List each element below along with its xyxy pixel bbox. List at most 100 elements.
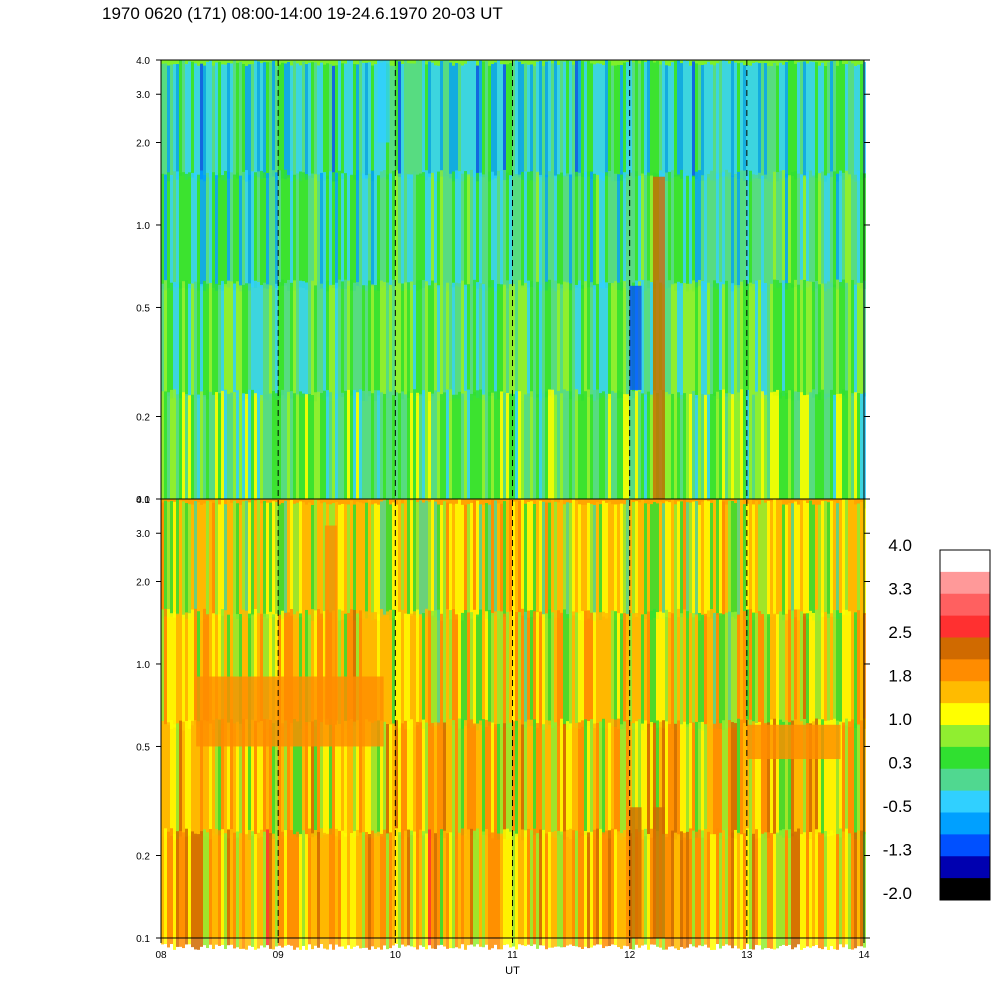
spectrogram-cell — [356, 64, 359, 181]
spectrogram-cell — [323, 611, 326, 727]
spectrogram-cell — [443, 722, 446, 839]
spectrogram-cell — [854, 65, 857, 182]
spectrogram-cell — [560, 393, 563, 510]
spectrogram-cell — [473, 500, 476, 617]
spectrogram-cell — [422, 60, 425, 176]
spectrogram-cell — [545, 391, 548, 508]
spectrogram-cell — [476, 390, 479, 507]
spectrogram-cell — [797, 723, 800, 840]
spectrogram-cell — [266, 284, 269, 401]
spectrogram-cell — [230, 829, 233, 945]
spectrogram-cell — [296, 173, 299, 290]
spectrogram-cell — [686, 60, 689, 177]
spectrogram-cell — [191, 394, 194, 511]
spectrogram-cell — [836, 65, 839, 182]
spectrogram-cell — [335, 172, 338, 289]
spectrogram-cell — [860, 720, 863, 837]
spectrogram-cell — [470, 169, 473, 286]
spectrogram-cell — [347, 170, 350, 286]
spectrogram-cell — [836, 279, 839, 396]
spectrogram-cell — [251, 280, 254, 396]
spectrogram-cell — [557, 174, 560, 291]
spectrogram-cell — [857, 170, 860, 287]
spectrogram-cell — [350, 609, 353, 725]
spectrogram-cell — [686, 831, 689, 948]
spectrogram-cell — [527, 393, 530, 510]
spectrogram-cell — [623, 172, 626, 288]
spectrogram-cell — [548, 279, 551, 396]
spectrogram-cell — [389, 724, 392, 841]
spectrogram-cell — [227, 280, 230, 397]
spectrogram-cell — [455, 170, 458, 287]
spectrogram-cell — [593, 612, 596, 729]
spectrogram-cell — [332, 65, 335, 182]
spectrogram-cell — [572, 394, 575, 511]
spectrogram-cell — [578, 280, 581, 397]
spectrogram-cell — [446, 60, 449, 176]
spectrogram-cell — [818, 614, 821, 731]
spectrogram-cell — [290, 65, 293, 182]
spectrogram-cell — [845, 390, 848, 507]
spectrogram-cell — [425, 608, 428, 725]
spectrogram-cell — [179, 392, 182, 509]
spectrogram-cell — [731, 175, 734, 292]
spectrogram-feature — [196, 676, 384, 747]
spectrogram-cell — [413, 831, 416, 948]
spectrogram-cell — [680, 831, 683, 948]
spectrogram-cell — [836, 610, 839, 726]
spectrogram-cell — [545, 174, 548, 291]
spectrogram-cell — [620, 174, 623, 291]
spectrogram-cell — [704, 500, 707, 617]
spectrogram-cell — [461, 612, 464, 729]
spectrogram-cell — [374, 503, 377, 620]
spectrogram-cell — [392, 65, 395, 182]
spectrogram-cell — [668, 611, 671, 728]
spectrogram-cell — [380, 720, 383, 837]
spectrogram-cell — [839, 393, 842, 510]
spectrogram-cell — [590, 394, 593, 511]
spectrogram-cell — [497, 389, 500, 506]
spectrogram-cell — [821, 171, 824, 288]
spectrogram-cell — [578, 60, 581, 176]
spectrogram-cell — [179, 613, 182, 729]
spectrogram-cell — [476, 500, 479, 617]
spectrogram-cell — [329, 64, 332, 181]
spectrogram-cell — [590, 831, 593, 948]
spectrogram-cell — [653, 502, 656, 618]
spectrogram-cell — [686, 611, 689, 727]
spectrogram-cell — [161, 173, 164, 290]
spectrogram-cell — [263, 613, 266, 730]
spectrogram-cell — [593, 285, 596, 401]
spectrogram-cell — [374, 285, 377, 401]
spectrogram-cell — [368, 499, 371, 616]
spectrogram-cell — [182, 281, 185, 397]
spectrogram-cell — [368, 391, 371, 507]
spectrogram-cell — [527, 719, 530, 836]
spectrogram-cell — [599, 721, 602, 838]
spectrogram-cell — [476, 172, 479, 289]
spectrogram-cell — [584, 719, 587, 836]
spectrogram-cell — [644, 614, 647, 730]
spectrogram-cell — [347, 504, 350, 621]
spectrogram-cell — [248, 174, 251, 291]
spectrogram-cell — [548, 831, 551, 948]
spectrogram-cell — [818, 832, 821, 949]
spectrogram-cell — [632, 723, 635, 839]
spectrogram-cell — [458, 283, 461, 400]
spectrogram-cell — [377, 390, 380, 507]
spectrogram-cell — [641, 723, 644, 840]
spectrogram-cell — [434, 501, 437, 618]
spectrogram-cell — [479, 720, 482, 837]
spectrogram-cell — [197, 394, 200, 511]
spectrogram-cell — [482, 719, 485, 835]
spectrogram-cell — [392, 279, 395, 396]
spectrogram-cell — [407, 63, 410, 179]
spectrogram-cell — [563, 281, 566, 398]
spectrogram-cell — [827, 613, 830, 730]
spectrogram-cell — [422, 719, 425, 836]
spectrogram-cell — [449, 832, 452, 949]
spectrogram-cell — [683, 832, 686, 949]
spectrogram-cell — [191, 172, 194, 289]
spectrogram-cell — [779, 62, 782, 179]
spectrogram-cell — [290, 391, 293, 507]
